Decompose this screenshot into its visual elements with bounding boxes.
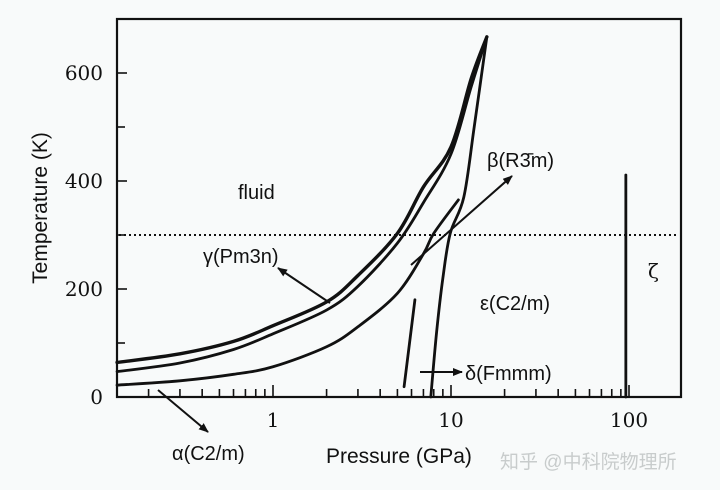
label-delta: δ(Fmmm) (465, 363, 552, 385)
series-gamma-beta-boundary (115, 35, 489, 374)
x-axis-label: Pressure (GPa) (326, 445, 472, 468)
label-fluid: fluid (238, 182, 275, 204)
watermark: 知乎 @中科院物理所 (500, 451, 677, 473)
label-zeta: ζ (648, 259, 659, 283)
plot-frame (115, 17, 683, 399)
label-gamma: γ(Pm3n) (203, 246, 279, 268)
series-delta-epsilon-boundary (429, 35, 489, 399)
alpha-arrow (157, 389, 209, 433)
beta-arrow (410, 175, 513, 266)
series-delta-short-boundary (402, 298, 417, 389)
label-alpha: α(C2/m) (172, 443, 245, 465)
y-tick-label: 200 (65, 277, 103, 301)
gamma-arrow (277, 267, 331, 304)
series-fluid-gamma-boundary (115, 35, 489, 365)
y-axis-label: Temperature (K) (29, 132, 52, 284)
label-epsilon: ε(C2/m) (480, 293, 550, 315)
y-tick-label: 0 (90, 385, 103, 409)
y-tick-label: 400 (65, 169, 103, 193)
label-beta: β(R3̄m) (487, 150, 554, 172)
x-tick-label: 100 (610, 408, 648, 432)
x-tick-label: 10 (438, 408, 463, 432)
series-beta-epsilon-boundary (115, 198, 460, 387)
y-tick-label: 600 (65, 61, 103, 85)
x-tick-label: 1 (267, 408, 280, 432)
